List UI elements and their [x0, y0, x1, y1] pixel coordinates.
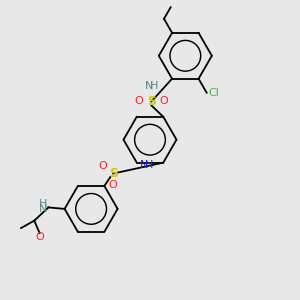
Text: O: O: [135, 96, 143, 106]
Text: H: H: [39, 200, 47, 209]
Text: H: H: [150, 81, 159, 91]
Text: N: N: [145, 81, 154, 91]
Text: N: N: [140, 160, 148, 170]
Text: S: S: [109, 167, 118, 180]
Text: Cl: Cl: [208, 88, 219, 98]
Text: O: O: [35, 232, 44, 242]
Text: S: S: [147, 95, 156, 108]
Text: O: O: [160, 96, 168, 106]
Text: O: O: [98, 161, 107, 171]
Text: N: N: [39, 204, 47, 214]
Text: H: H: [145, 160, 154, 170]
Text: O: O: [109, 180, 118, 190]
